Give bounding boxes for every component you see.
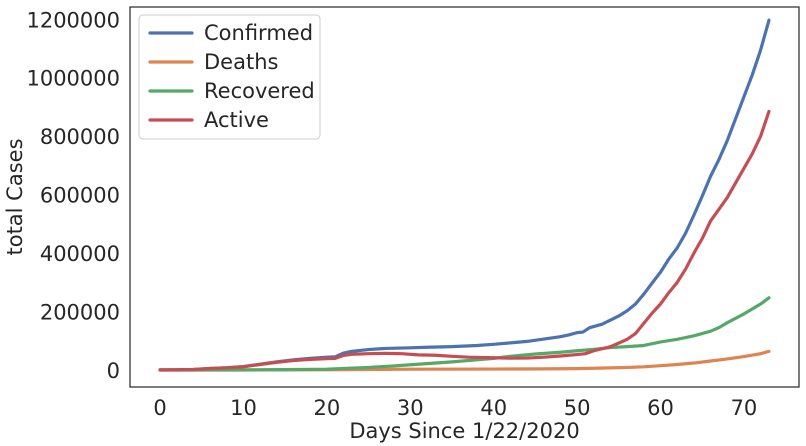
series-line-recovered <box>158 296 771 372</box>
y-tick-labels: 0 200000 400000 600000 800000 1000000 1200000 <box>26 8 120 383</box>
x-axis-label: Days Since 1/22/2020 <box>349 419 579 443</box>
legend-label-recovered: Recovered <box>204 79 315 103</box>
y-tick-label: 800000 <box>40 125 120 149</box>
legend-label-deaths: Deaths <box>204 50 278 74</box>
y-axis-label: total Cases <box>3 138 27 255</box>
legend-box <box>138 14 321 140</box>
x-tick-label: 20 <box>313 396 340 420</box>
series-line-active <box>158 109 771 372</box>
x-tick-label: 0 <box>153 396 166 420</box>
series-line-deaths <box>158 349 771 372</box>
legend-label-active: Active <box>204 108 269 132</box>
x-tick-label: 50 <box>564 396 591 420</box>
y-tick-label: 1200000 <box>26 8 120 32</box>
series-layer <box>158 18 771 372</box>
x-tick-labels: 0 10 20 30 40 50 60 70 <box>153 396 757 420</box>
y-tick-label: 400000 <box>40 242 120 266</box>
plot-frame <box>129 6 800 388</box>
x-tick-label: 60 <box>647 396 674 420</box>
legend-label-confirmed: Confirmed <box>204 21 313 45</box>
x-tick-label: 10 <box>230 396 257 420</box>
x-tick-label: 70 <box>731 396 758 420</box>
y-tick-label: 600000 <box>40 184 120 208</box>
x-tick-label: 30 <box>397 396 424 420</box>
y-tick-label: 1000000 <box>26 67 120 91</box>
y-tick-label: 200000 <box>40 301 120 325</box>
legend: Confirmed Deaths Recovered Active <box>138 14 321 140</box>
y-tick-label: 0 <box>107 359 120 383</box>
x-tick-label: 40 <box>480 396 507 420</box>
